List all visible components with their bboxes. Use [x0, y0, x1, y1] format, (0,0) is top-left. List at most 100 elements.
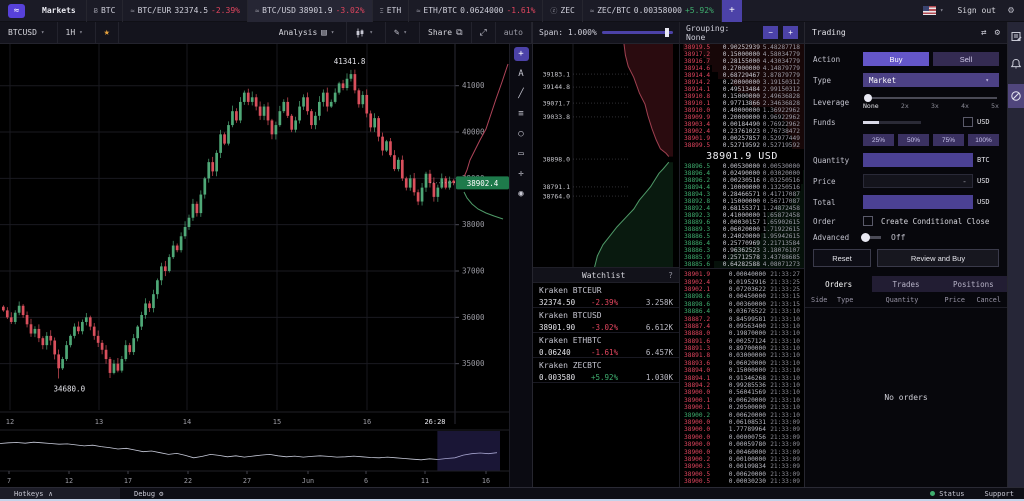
ask-row[interactable]: 38903.4 0.00184490 0.76922962	[680, 121, 804, 128]
leverage-mark-4x[interactable]: 4x	[961, 102, 969, 110]
total-input[interactable]	[863, 195, 973, 209]
bid-row[interactable]: 38892.8 0.15000000 0.56717087	[680, 198, 804, 205]
price-input[interactable]: -	[863, 174, 973, 188]
analysis-dropdown[interactable]: Analysis ▤ ▾	[271, 21, 348, 44]
percent-button-100[interactable]: 100%	[968, 134, 999, 146]
support-link[interactable]: Support	[984, 489, 1014, 498]
span-slider[interactable]	[601, 28, 673, 37]
grouping-increase-button[interactable]: +	[783, 26, 799, 39]
ask-row[interactable]: 38902.4 0.23761023 0.76738472	[680, 128, 804, 135]
leverage-mark-3x[interactable]: 3x	[930, 102, 939, 110]
help-icon[interactable]: ?	[668, 270, 673, 280]
sell-button[interactable]: Sell	[933, 52, 999, 66]
percent-button-50[interactable]: 50%	[898, 134, 929, 146]
favorite-button[interactable]: ★	[96, 21, 119, 44]
watchlist-item[interactable]: Kraken ETHBTC 0.06240 -1.61% 6.457K	[533, 333, 679, 358]
bid-row[interactable]: 38886.3 0.96362523 3.18076107	[680, 247, 804, 254]
depth-chart[interactable]: 39183.1 39144.8 39071.7 39033.8 38898.0 38791…	[533, 44, 680, 267]
percent-button-25[interactable]: 25%	[863, 134, 894, 146]
add-tool-button[interactable]: +	[513, 47, 529, 61]
crosshair-tool-button[interactable]: ✛	[518, 169, 524, 179]
bid-row[interactable]: 38885.9 0.25712578 3.43788685	[680, 254, 804, 261]
share-button[interactable]: Share ⧉	[420, 21, 472, 44]
ask-row[interactable]: 38917.2 0.15000000 4.58034779	[680, 51, 804, 58]
ticker-tab-btc-usd[interactable]: ≈ BTC/USD 38901.9 -3.02%	[247, 0, 373, 22]
line-tool-button[interactable]: ╱	[518, 89, 524, 99]
ask-row[interactable]: 38916.7 0.28155000 4.43034779	[680, 58, 804, 65]
bid-row[interactable]: 38885.6 0.64282588 4.08071273	[680, 261, 804, 268]
ask-row[interactable]: 38910.0 0.40000000 1.36922962	[680, 107, 804, 114]
fullscreen-button[interactable]: ⤢	[472, 21, 496, 44]
percent-button-75[interactable]: 75%	[933, 134, 964, 146]
connection-status[interactable]: Status	[920, 490, 974, 498]
advanced-toggle[interactable]	[861, 233, 881, 242]
hline-tool-button[interactable]: ≡	[518, 109, 524, 119]
settings-gear-icon[interactable]: ⚙	[1007, 5, 1014, 16]
alerts-bell-icon[interactable]	[1008, 56, 1024, 72]
auto-scale-button[interactable]: auto	[496, 21, 532, 44]
ticker-tab-btc-eur[interactable]: ≈ BTC/EUR 32374.5 -2.39%	[123, 0, 248, 22]
funds-slider[interactable]	[863, 120, 921, 124]
trading-settings-gear-icon[interactable]: ⚙	[994, 27, 1000, 38]
ask-row[interactable]: 38914.4 0.68729467 3.87879779	[680, 72, 804, 79]
leverage-mark-5x[interactable]: 5x	[991, 102, 999, 110]
bid-row[interactable]: 38894.3 0.28466571 0.41717087	[680, 191, 804, 198]
leverage-mark-none[interactable]: None	[863, 102, 879, 110]
bid-row[interactable]: 38889.6 0.00030157 1.65902615	[680, 219, 804, 226]
conditional-close-checkbox[interactable]	[863, 216, 873, 226]
watchlist-item[interactable]: Kraken BTCUSD 38901.90 -3.02% 6.612K	[533, 308, 679, 333]
reset-button[interactable]: Reset	[813, 249, 871, 267]
ticker-tab-btc[interactable]: Ƀ BTC	[87, 0, 124, 22]
candle-style-dropdown[interactable]: ▾	[347, 21, 386, 44]
sign-out-button[interactable]: Sign out	[957, 6, 996, 15]
language-flag-icon[interactable]	[922, 6, 936, 15]
leverage-slider-handle[interactable]	[864, 94, 872, 102]
pair-select[interactable]: BTCUSD ▾	[0, 21, 58, 44]
add-market-tab-button[interactable]: +	[721, 0, 742, 22]
bid-row[interactable]: 38892.3 0.41000000 1.65872458	[680, 212, 804, 219]
rect-tool-button[interactable]: ▭	[518, 149, 524, 159]
ask-row[interactable]: 38909.9 0.20000000 0.96922962	[680, 114, 804, 121]
bid-row[interactable]: 38892.4 0.68155371 1.24872458	[680, 205, 804, 212]
ask-row[interactable]: 38899.5 0.52719592 0.52719592	[680, 142, 804, 149]
ticker-tab-zec[interactable]: ⓩ ZEC	[543, 0, 583, 22]
bid-row[interactable]: 38894.4 0.10000000 0.13250516	[680, 184, 804, 191]
navigator-selection[interactable]	[437, 431, 500, 471]
circle-tool-button[interactable]: ○	[518, 129, 524, 139]
ask-row[interactable]: 38914.2 0.20000000 3.19150312	[680, 79, 804, 86]
ticker-tab-zec-btc[interactable]: ≈ ZEC/BTC 0.00358000 +5.92%	[583, 0, 722, 22]
leverage-mark-2x[interactable]: 2x	[900, 102, 909, 110]
ask-row[interactable]: 38914.6 0.27000000 4.14879779	[680, 65, 804, 72]
hotkeys-button[interactable]: Hotkeys ∧	[0, 487, 120, 500]
ask-row[interactable]: 38919.5 0.90252939 5.48287718	[680, 44, 804, 51]
refresh-icon[interactable]: ⇄	[981, 27, 987, 38]
watchlist-item[interactable]: Kraken BTCEUR 32374.50 -2.39% 3.258K	[533, 283, 679, 308]
quantity-input[interactable]	[863, 153, 973, 167]
leverage-slider[interactable]	[864, 94, 997, 102]
watchlist-item[interactable]: Kraken ZECBTC 0.003580 +5.92% 1.030K	[533, 358, 679, 383]
bid-row[interactable]: 38886.5 0.24020000 1.95942615	[680, 233, 804, 240]
support-lifebuoy-icon[interactable]	[1008, 84, 1024, 108]
bid-row[interactable]: 38896.5 0.00530000 0.00530000	[680, 163, 804, 170]
news-feed-icon[interactable]	[1008, 28, 1024, 44]
tab-positions[interactable]: Positions	[953, 279, 994, 289]
debug-button[interactable]: Debug ⚙	[120, 490, 177, 498]
candlestick-chart[interactable]: 3500036000370003800039000400004100041341…	[0, 44, 509, 487]
ask-row[interactable]: 38910.8 0.15000000 2.49636828	[680, 93, 804, 100]
review-and-buy-button[interactable]: Review and Buy	[877, 249, 999, 267]
span-slider-handle[interactable]	[665, 28, 669, 37]
grouping-decrease-button[interactable]: −	[763, 26, 779, 39]
ticker-tab-eth-btc[interactable]: ≈ ETH/BTC 0.0624000 -1.61%	[409, 0, 544, 22]
order-type-select[interactable]: Market ▾	[863, 73, 999, 87]
tab-trades[interactable]: Trades	[892, 279, 920, 289]
bid-row[interactable]: 38896.2 0.00230516 0.03250516	[680, 177, 804, 184]
buy-button[interactable]: Buy	[863, 52, 929, 66]
markets-menu[interactable]: Markets	[32, 0, 87, 22]
ask-row[interactable]: 38910.1 0.97713866 2.34636828	[680, 100, 804, 107]
interval-select[interactable]: 1H ▾	[58, 21, 96, 44]
tab-orders[interactable]: Orders	[805, 276, 873, 292]
visibility-eye-icon[interactable]: ◉	[518, 189, 524, 199]
text-tool-button[interactable]: A	[518, 69, 524, 79]
bid-row[interactable]: 38889.3 0.06020000 1.71922615	[680, 226, 804, 233]
funds-checkbox[interactable]	[963, 117, 973, 127]
